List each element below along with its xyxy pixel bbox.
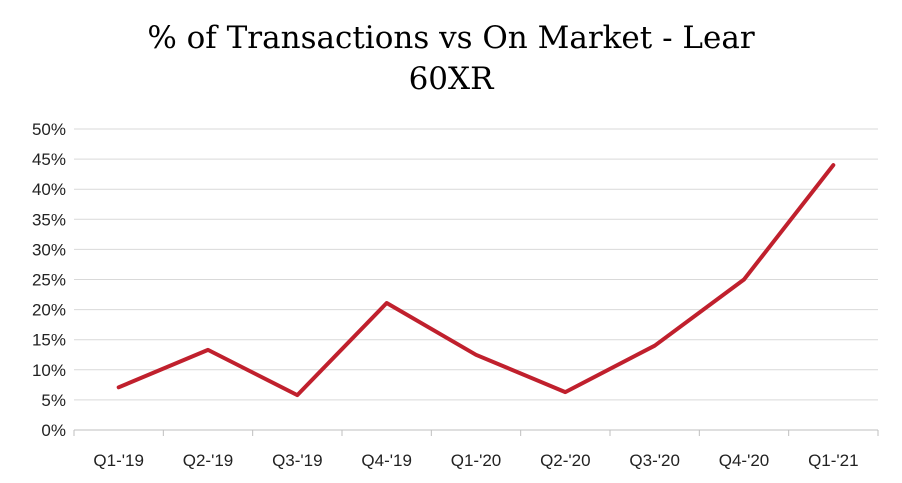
x-tick-label: Q1-'20 xyxy=(451,451,502,470)
y-tick-label: 10% xyxy=(32,361,66,380)
gridlines xyxy=(74,128,878,431)
data-point xyxy=(653,344,657,348)
x-tick-label: Q3-'20 xyxy=(629,451,680,470)
y-axis: 0% 5% 10% 15% 20% 25% 30% 35% 40% 45% 50% xyxy=(32,120,66,440)
series-layer xyxy=(116,163,836,398)
x-tick-label: Q4-'19 xyxy=(361,451,412,470)
x-tick-label: Q1-'21 xyxy=(808,451,859,470)
y-tick-label: 25% xyxy=(32,271,66,290)
y-tick-label: 45% xyxy=(32,150,66,169)
series-line xyxy=(116,163,836,398)
y-tick-label: 30% xyxy=(32,240,66,259)
x-tick-label: Q2-'20 xyxy=(540,451,591,470)
chart-title-line-2: 60XR xyxy=(408,61,494,97)
data-point xyxy=(385,301,389,305)
y-tick-label: 0% xyxy=(41,421,66,440)
y-tick-label: 50% xyxy=(32,120,66,139)
data-point xyxy=(563,390,567,394)
x-axis: Q1-'19 Q2-'19 Q3-'19 Q4-'19 Q1-'20 Q2-'20 Q3-'… xyxy=(73,430,879,470)
data-point xyxy=(295,393,299,397)
y-tick-label: 35% xyxy=(32,210,66,229)
chart-title: % of Transactions vs On Market - Lear 60… xyxy=(0,18,902,100)
x-tick-label: Q1-'19 xyxy=(93,451,144,470)
x-tick-label: Q3-'19 xyxy=(272,451,323,470)
y-tick-label: 5% xyxy=(41,391,66,410)
x-tick-label: Q4-'20 xyxy=(719,451,770,470)
data-point xyxy=(117,385,121,389)
data-point xyxy=(831,163,835,167)
chart-title-line-1: % of Transactions vs On Market - Lear xyxy=(147,20,755,56)
y-tick-label: 20% xyxy=(32,301,66,320)
data-point xyxy=(206,348,210,352)
data-point xyxy=(742,278,746,281)
data-point xyxy=(474,353,478,357)
x-tick-label: Q2-'19 xyxy=(183,451,234,470)
y-tick-label: 15% xyxy=(32,331,66,350)
y-tick-label: 40% xyxy=(32,180,66,199)
